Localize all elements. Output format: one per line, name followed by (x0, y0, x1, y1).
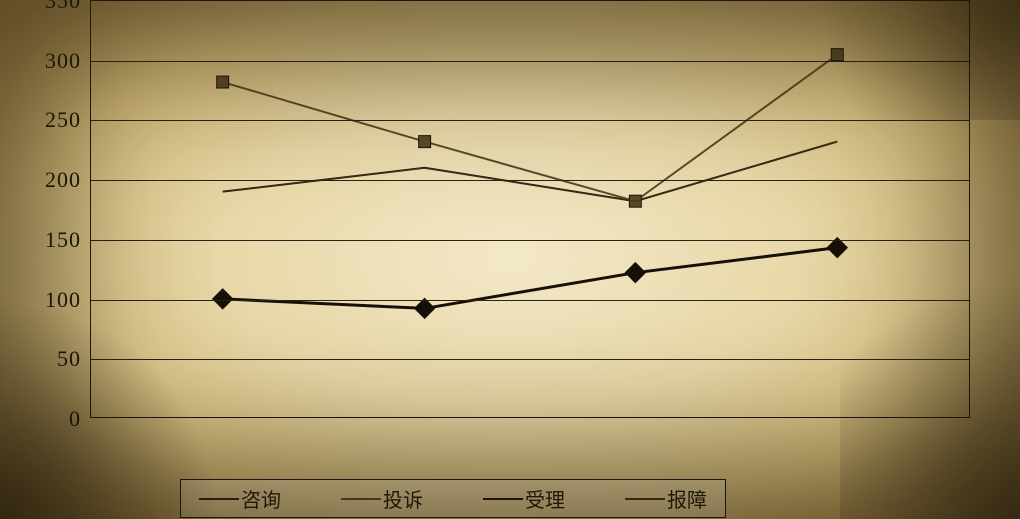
legend-item-zixun: 咨询 (199, 484, 281, 513)
y-tick-label: 350 (45, 0, 91, 14)
plot-area: 050100150200250300350 (90, 0, 970, 418)
legend-swatch (483, 498, 523, 500)
legend-label: 咨询 (241, 484, 281, 513)
chart-lines (91, 1, 969, 418)
legend-swatch (341, 498, 381, 500)
legend-item-baozhang: 报障 (625, 484, 707, 513)
y-tick-label: 100 (45, 287, 91, 313)
legend-item-tousu: 投诉 (341, 484, 423, 513)
legend-swatch (625, 498, 665, 500)
gridline (91, 61, 969, 62)
y-tick-label: 300 (45, 48, 91, 74)
y-tick-label: 50 (57, 346, 91, 372)
y-tick-label: 0 (69, 406, 91, 432)
gridline (91, 240, 969, 241)
legend-label: 受理 (525, 484, 565, 513)
series-marker-tousu (217, 76, 229, 88)
y-tick-label: 200 (45, 167, 91, 193)
legend-item-shouli: 受理 (483, 484, 565, 513)
gridline (91, 120, 969, 121)
legend: 咨询 投诉 受理 报障 (180, 479, 726, 518)
gridline (91, 180, 969, 181)
legend-swatch (199, 498, 239, 500)
series-marker-shouli (625, 262, 646, 283)
series-marker-tousu (831, 49, 843, 61)
series-marker-shouli (414, 298, 435, 319)
legend-label: 报障 (667, 484, 707, 513)
y-tick-label: 150 (45, 227, 91, 253)
legend-label: 投诉 (383, 484, 423, 513)
series-marker-tousu (419, 136, 431, 148)
y-tick-label: 250 (45, 107, 91, 133)
gridline (91, 359, 969, 360)
gridline (91, 300, 969, 301)
